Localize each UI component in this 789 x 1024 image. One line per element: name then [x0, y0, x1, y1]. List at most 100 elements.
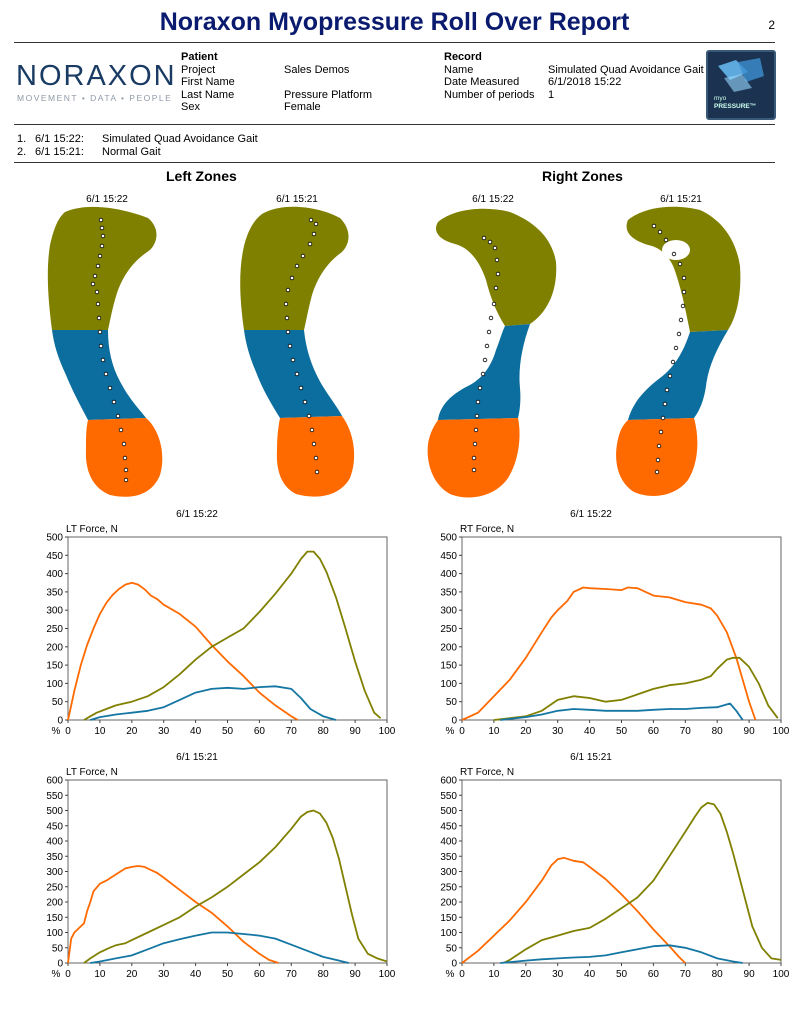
x-tick-label: 0	[459, 969, 465, 980]
series-line	[83, 809, 388, 964]
series-line	[90, 685, 337, 721]
y-tick-label: 200	[440, 642, 457, 653]
x-tick-label: 0	[65, 969, 71, 980]
x-tick-label: 20	[520, 969, 532, 980]
y-tick-label: 250	[46, 624, 63, 635]
y-tick-label: 400	[440, 569, 457, 580]
y-tick-label: 450	[46, 551, 63, 562]
x-tick-label: 70	[286, 726, 298, 737]
x-tick-label: 20	[520, 726, 532, 737]
y-tick-label: 500	[440, 533, 457, 544]
foot-right-1522	[427, 208, 557, 498]
x-tick-label: 20	[126, 726, 138, 737]
report-title: Noraxon Myopressure Roll Over Report	[159, 8, 630, 36]
y-tick-label: 300	[440, 867, 457, 878]
chart-title: 6/1 15:22	[176, 509, 218, 520]
y-tick-label: 450	[46, 821, 63, 832]
x-tick-label: 90	[350, 726, 362, 737]
x-tick-label: 30	[552, 969, 564, 980]
forefoot-zone	[626, 206, 741, 332]
patient-values: Sales Demos Pressure Platform Female	[284, 64, 372, 113]
patient-heading: Patient	[181, 51, 218, 63]
x-tick-label: 80	[712, 969, 724, 980]
x-axis-label: %	[52, 969, 61, 980]
x-tick-label: 80	[318, 726, 330, 737]
y-tick-label: 100	[440, 928, 457, 939]
x-tick-label: 10	[488, 969, 500, 980]
midfoot-zone	[52, 330, 146, 420]
x-tick-label: 50	[616, 969, 628, 980]
recording-name: Simulated Quad Avoidance Gait	[102, 133, 258, 145]
y-tick-label: 400	[46, 837, 63, 848]
y-tick-label: 600	[440, 776, 457, 787]
badge-line1: myo	[714, 95, 727, 102]
x-tick-label: 100	[773, 969, 789, 980]
x-tick-label: 50	[222, 726, 234, 737]
recording-time: 6/1 15:22:	[35, 133, 84, 145]
series-line	[503, 802, 782, 964]
info-divider	[14, 124, 775, 125]
y-tick-label: 300	[46, 867, 63, 878]
badge-graphic	[718, 58, 764, 92]
record-label: Name	[444, 64, 474, 76]
foot-label: 6/1 15:22	[472, 194, 514, 205]
record-values: Simulated Quad Avoidance Gait 6/1/2018 1…	[548, 64, 704, 101]
series-line	[90, 931, 349, 964]
recording-time: 6/1 15:21:	[35, 146, 84, 158]
y-tick-label: 250	[46, 882, 63, 893]
chart-title: 6/1 15:21	[570, 752, 612, 763]
series-line	[461, 856, 686, 964]
y-tick-label: 50	[52, 943, 64, 954]
y-axis-label: RT Force, N	[460, 524, 514, 535]
series-line	[500, 944, 743, 964]
midfoot-zone	[438, 324, 530, 420]
cop-trace	[283, 217, 320, 475]
x-tick-label: 90	[744, 969, 756, 980]
y-tick-label: 250	[440, 882, 457, 893]
list-divider	[14, 162, 775, 163]
foot-label: 6/1 15:21	[660, 194, 702, 205]
y-tick-label: 350	[46, 852, 63, 863]
foot-zones	[47, 206, 741, 498]
x-tick-label: 50	[222, 969, 234, 980]
x-tick-label: 100	[379, 726, 395, 737]
x-tick-label: 30	[158, 726, 170, 737]
forefoot-zone	[435, 208, 557, 326]
x-axis-label: %	[446, 969, 455, 980]
y-tick-label: 0	[57, 716, 63, 727]
x-tick-label: 60	[648, 726, 660, 737]
patient-block: Patient	[181, 51, 218, 63]
x-tick-label: 70	[680, 969, 692, 980]
foot-right-1521	[616, 206, 741, 496]
y-tick-label: 50	[446, 943, 458, 954]
y-tick-label: 150	[46, 913, 63, 924]
plot-frame	[461, 779, 782, 964]
y-tick-label: 450	[440, 551, 457, 562]
x-axis-label: %	[446, 726, 455, 737]
patient-label: Sex	[181, 100, 200, 113]
y-axis-label: LT Force, N	[66, 524, 118, 535]
chart-title: 6/1 15:21	[176, 752, 218, 763]
patient-label: Project	[181, 64, 216, 76]
y-tick-label: 200	[46, 642, 63, 653]
x-tick-label: 70	[680, 726, 692, 737]
x-tick-label: 10	[488, 726, 500, 737]
foot-label: 6/1 15:21	[276, 194, 318, 205]
y-tick-label: 0	[451, 716, 457, 727]
y-tick-label: 500	[440, 806, 457, 817]
y-tick-label: 400	[46, 569, 63, 580]
x-tick-label: 100	[379, 969, 395, 980]
y-tick-label: 400	[440, 837, 457, 848]
x-tick-label: 90	[744, 726, 756, 737]
record-labels: Name Date Measured Number of periods	[444, 64, 535, 101]
patient-labels: Project First Name Last Name Sex	[181, 64, 235, 113]
x-tick-label: 90	[350, 969, 362, 980]
forefoot-zone	[47, 206, 157, 330]
x-tick-label: 70	[286, 969, 298, 980]
series-line	[500, 702, 744, 721]
page-number: 2	[768, 18, 775, 32]
noraxon-logo: NORAXON	[16, 60, 177, 92]
